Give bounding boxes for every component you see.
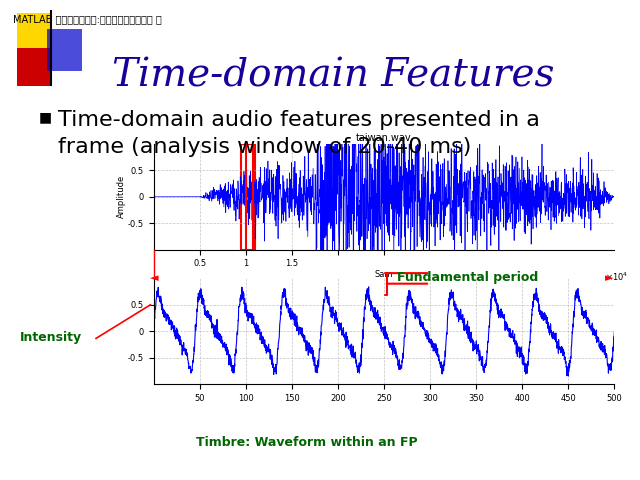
Text: Time-domain audio features presented in a
frame (analysis window of 20-40 ms): Time-domain audio features presented in … xyxy=(58,110,540,157)
Y-axis label: Amplitude: Amplitude xyxy=(117,175,126,218)
Text: ►: ► xyxy=(605,274,613,283)
FancyBboxPatch shape xyxy=(47,29,82,71)
Text: ◄: ◄ xyxy=(150,274,159,283)
Text: Time-domain Features: Time-domain Features xyxy=(111,58,554,95)
Text: MATLAB 程式設計入門篇:音訊讀寫、錄製與播 放: MATLAB 程式設計入門篇:音訊讀寫、錄製與播 放 xyxy=(13,14,161,24)
Text: $\times 10^4$: $\times 10^4$ xyxy=(605,270,628,283)
Text: ■: ■ xyxy=(38,110,52,124)
Text: Intensity: Intensity xyxy=(20,331,83,344)
Text: Timbre: Waveform within an FP: Timbre: Waveform within an FP xyxy=(196,436,418,449)
Title: taiwan.wav: taiwan.wav xyxy=(356,133,412,143)
Bar xyxy=(241,144,255,250)
FancyBboxPatch shape xyxy=(17,48,51,86)
FancyBboxPatch shape xyxy=(17,13,51,52)
Text: Fundamental period: Fundamental period xyxy=(397,271,538,284)
X-axis label: Sam: Sam xyxy=(375,270,393,279)
